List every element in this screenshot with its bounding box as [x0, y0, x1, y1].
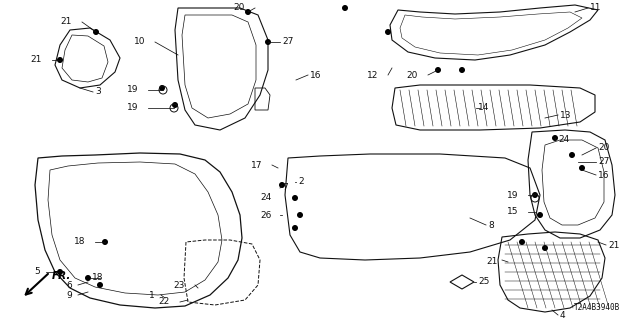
Circle shape: [342, 5, 348, 11]
Circle shape: [85, 275, 91, 281]
Text: 11: 11: [590, 4, 602, 12]
Circle shape: [542, 245, 548, 251]
Text: 12: 12: [367, 70, 378, 79]
Circle shape: [57, 57, 63, 63]
Text: 19: 19: [127, 85, 138, 94]
Text: 21: 21: [61, 18, 72, 27]
Text: 8: 8: [488, 220, 493, 229]
Text: 21: 21: [31, 55, 42, 65]
Text: 10: 10: [134, 37, 145, 46]
Circle shape: [297, 212, 303, 218]
Text: 3: 3: [95, 87, 100, 97]
Circle shape: [459, 67, 465, 73]
Text: 26: 26: [260, 211, 272, 220]
Circle shape: [292, 225, 298, 231]
Circle shape: [569, 152, 575, 158]
Text: 20: 20: [406, 70, 418, 79]
Text: 21: 21: [608, 241, 620, 250]
Text: 17: 17: [250, 161, 262, 170]
Text: 16: 16: [598, 171, 609, 180]
Text: 9: 9: [67, 291, 72, 300]
Text: 4: 4: [560, 310, 566, 319]
Text: 18: 18: [74, 237, 85, 246]
Circle shape: [265, 39, 271, 45]
Text: 21: 21: [486, 258, 498, 267]
Text: 22: 22: [159, 298, 170, 307]
Text: 23: 23: [173, 281, 185, 290]
Circle shape: [93, 29, 99, 35]
Text: 18: 18: [92, 274, 104, 283]
Circle shape: [552, 135, 558, 141]
Text: 19: 19: [506, 190, 518, 199]
Circle shape: [159, 85, 165, 91]
Text: 14: 14: [478, 103, 490, 113]
Text: 7: 7: [282, 183, 288, 193]
Text: 2: 2: [298, 178, 303, 187]
Circle shape: [532, 192, 538, 198]
Circle shape: [579, 165, 585, 171]
Text: 1: 1: [149, 291, 155, 300]
Text: 24: 24: [260, 194, 272, 203]
Circle shape: [537, 212, 543, 218]
Circle shape: [385, 29, 391, 35]
Text: 16: 16: [310, 70, 321, 79]
Text: 20: 20: [598, 143, 609, 153]
Circle shape: [292, 195, 298, 201]
Text: 13: 13: [560, 110, 572, 119]
Text: FR.: FR.: [52, 271, 72, 281]
Circle shape: [435, 67, 441, 73]
Circle shape: [245, 9, 251, 15]
Text: 20: 20: [234, 4, 245, 12]
Text: 5: 5: [35, 268, 40, 276]
Circle shape: [97, 282, 103, 288]
Text: 6: 6: [67, 281, 72, 290]
Text: 27: 27: [598, 157, 609, 166]
Text: 27: 27: [282, 37, 293, 46]
Text: 15: 15: [506, 207, 518, 217]
Text: 25: 25: [478, 277, 490, 286]
Text: 19: 19: [127, 103, 138, 113]
Circle shape: [172, 102, 178, 108]
Circle shape: [57, 269, 63, 275]
Text: T2A4B3940B: T2A4B3940B: [573, 303, 620, 312]
Text: 24: 24: [558, 135, 569, 145]
Circle shape: [519, 239, 525, 245]
Circle shape: [102, 239, 108, 245]
Circle shape: [279, 182, 285, 188]
